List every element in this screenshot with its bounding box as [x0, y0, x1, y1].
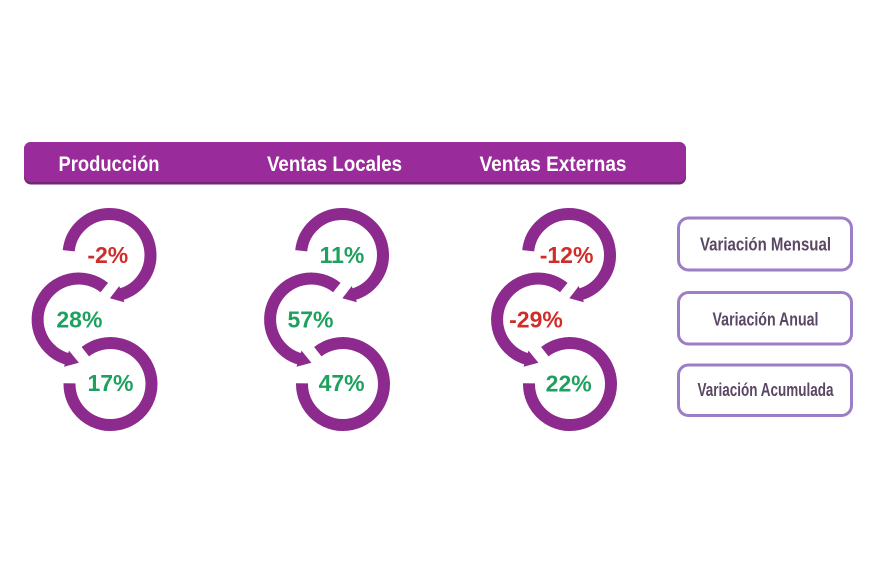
svg-text:Variación Acumulada: Variación Acumulada [698, 380, 835, 400]
svg-text:47%: 47% [319, 370, 365, 396]
svg-text:-29%: -29% [509, 306, 563, 332]
svg-text:57%: 57% [287, 306, 333, 332]
svg-text:-12%: -12% [540, 242, 594, 268]
svg-text:Ventas Locales: Ventas Locales [267, 153, 402, 176]
svg-text:22%: 22% [546, 371, 592, 397]
svg-text:11%: 11% [320, 242, 365, 268]
svg-text:Variación Mensual: Variación Mensual [700, 235, 831, 255]
svg-text:Ventas Externas: Ventas Externas [480, 153, 627, 176]
svg-text:-2%: -2% [87, 242, 128, 268]
svg-text:17%: 17% [87, 370, 133, 396]
svg-text:Producción: Producción [59, 153, 160, 176]
svg-text:Variación Anual: Variación Anual [713, 310, 819, 330]
svg-text:28%: 28% [56, 306, 102, 332]
